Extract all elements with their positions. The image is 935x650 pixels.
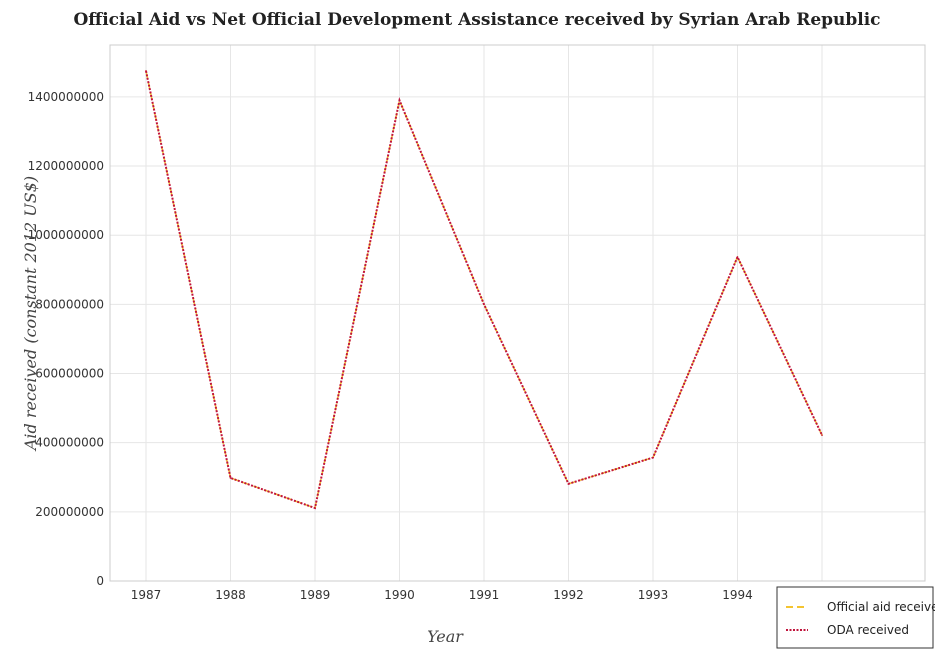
y-tick-label: 400000000 [35, 436, 104, 450]
data-point [398, 99, 401, 102]
data-point [314, 507, 316, 509]
x-tick-label: 1992 [553, 588, 584, 602]
y-tick-label: 0 [96, 574, 104, 588]
data-point [652, 456, 654, 459]
data-point [229, 477, 232, 479]
y-tick-label: 200000000 [35, 505, 104, 519]
data-point [483, 303, 485, 306]
data-point [145, 70, 147, 72]
legend-box [776, 586, 934, 649]
data-point [736, 256, 739, 258]
data-point [567, 483, 570, 485]
y-axis-label: Aid received (constant 2012 US$) [21, 176, 40, 452]
x-axis-label: Year [427, 627, 464, 646]
x-tick-label: 1993 [638, 588, 669, 602]
y-axis-ticks: 0 200000000 400000000 600000000 800000000 100… [28, 90, 104, 588]
legend-label-oda: ODA received [827, 623, 909, 637]
legend: Official aid received ODA received [776, 586, 935, 649]
y-tick-label: 1400000000 [28, 90, 104, 104]
x-tick-label: 1989 [300, 588, 331, 602]
x-axis-ticks: 198719881989199019911992199319941995 [131, 588, 838, 602]
legend-label-official-aid: Official aid received [827, 600, 935, 614]
y-tick-label: 800000000 [35, 297, 104, 311]
x-tick-label: 1988 [215, 588, 246, 602]
series-lines [145, 70, 823, 510]
y-tick-label: 600000000 [35, 367, 104, 381]
y-tick-label: 1000000000 [28, 228, 104, 242]
x-tick-label: 1990 [384, 588, 415, 602]
chart-title: Official Aid vs Net Official Development… [73, 10, 880, 30]
plot-area-border [109, 44, 926, 582]
data-point [821, 434, 823, 436]
y-tick-label: 1200000000 [28, 159, 104, 173]
x-tick-label: 1987 [131, 588, 162, 602]
x-tick-label: 1991 [469, 588, 500, 602]
x-tick-label: 1994 [722, 588, 753, 602]
grid-lines [110, 45, 925, 582]
